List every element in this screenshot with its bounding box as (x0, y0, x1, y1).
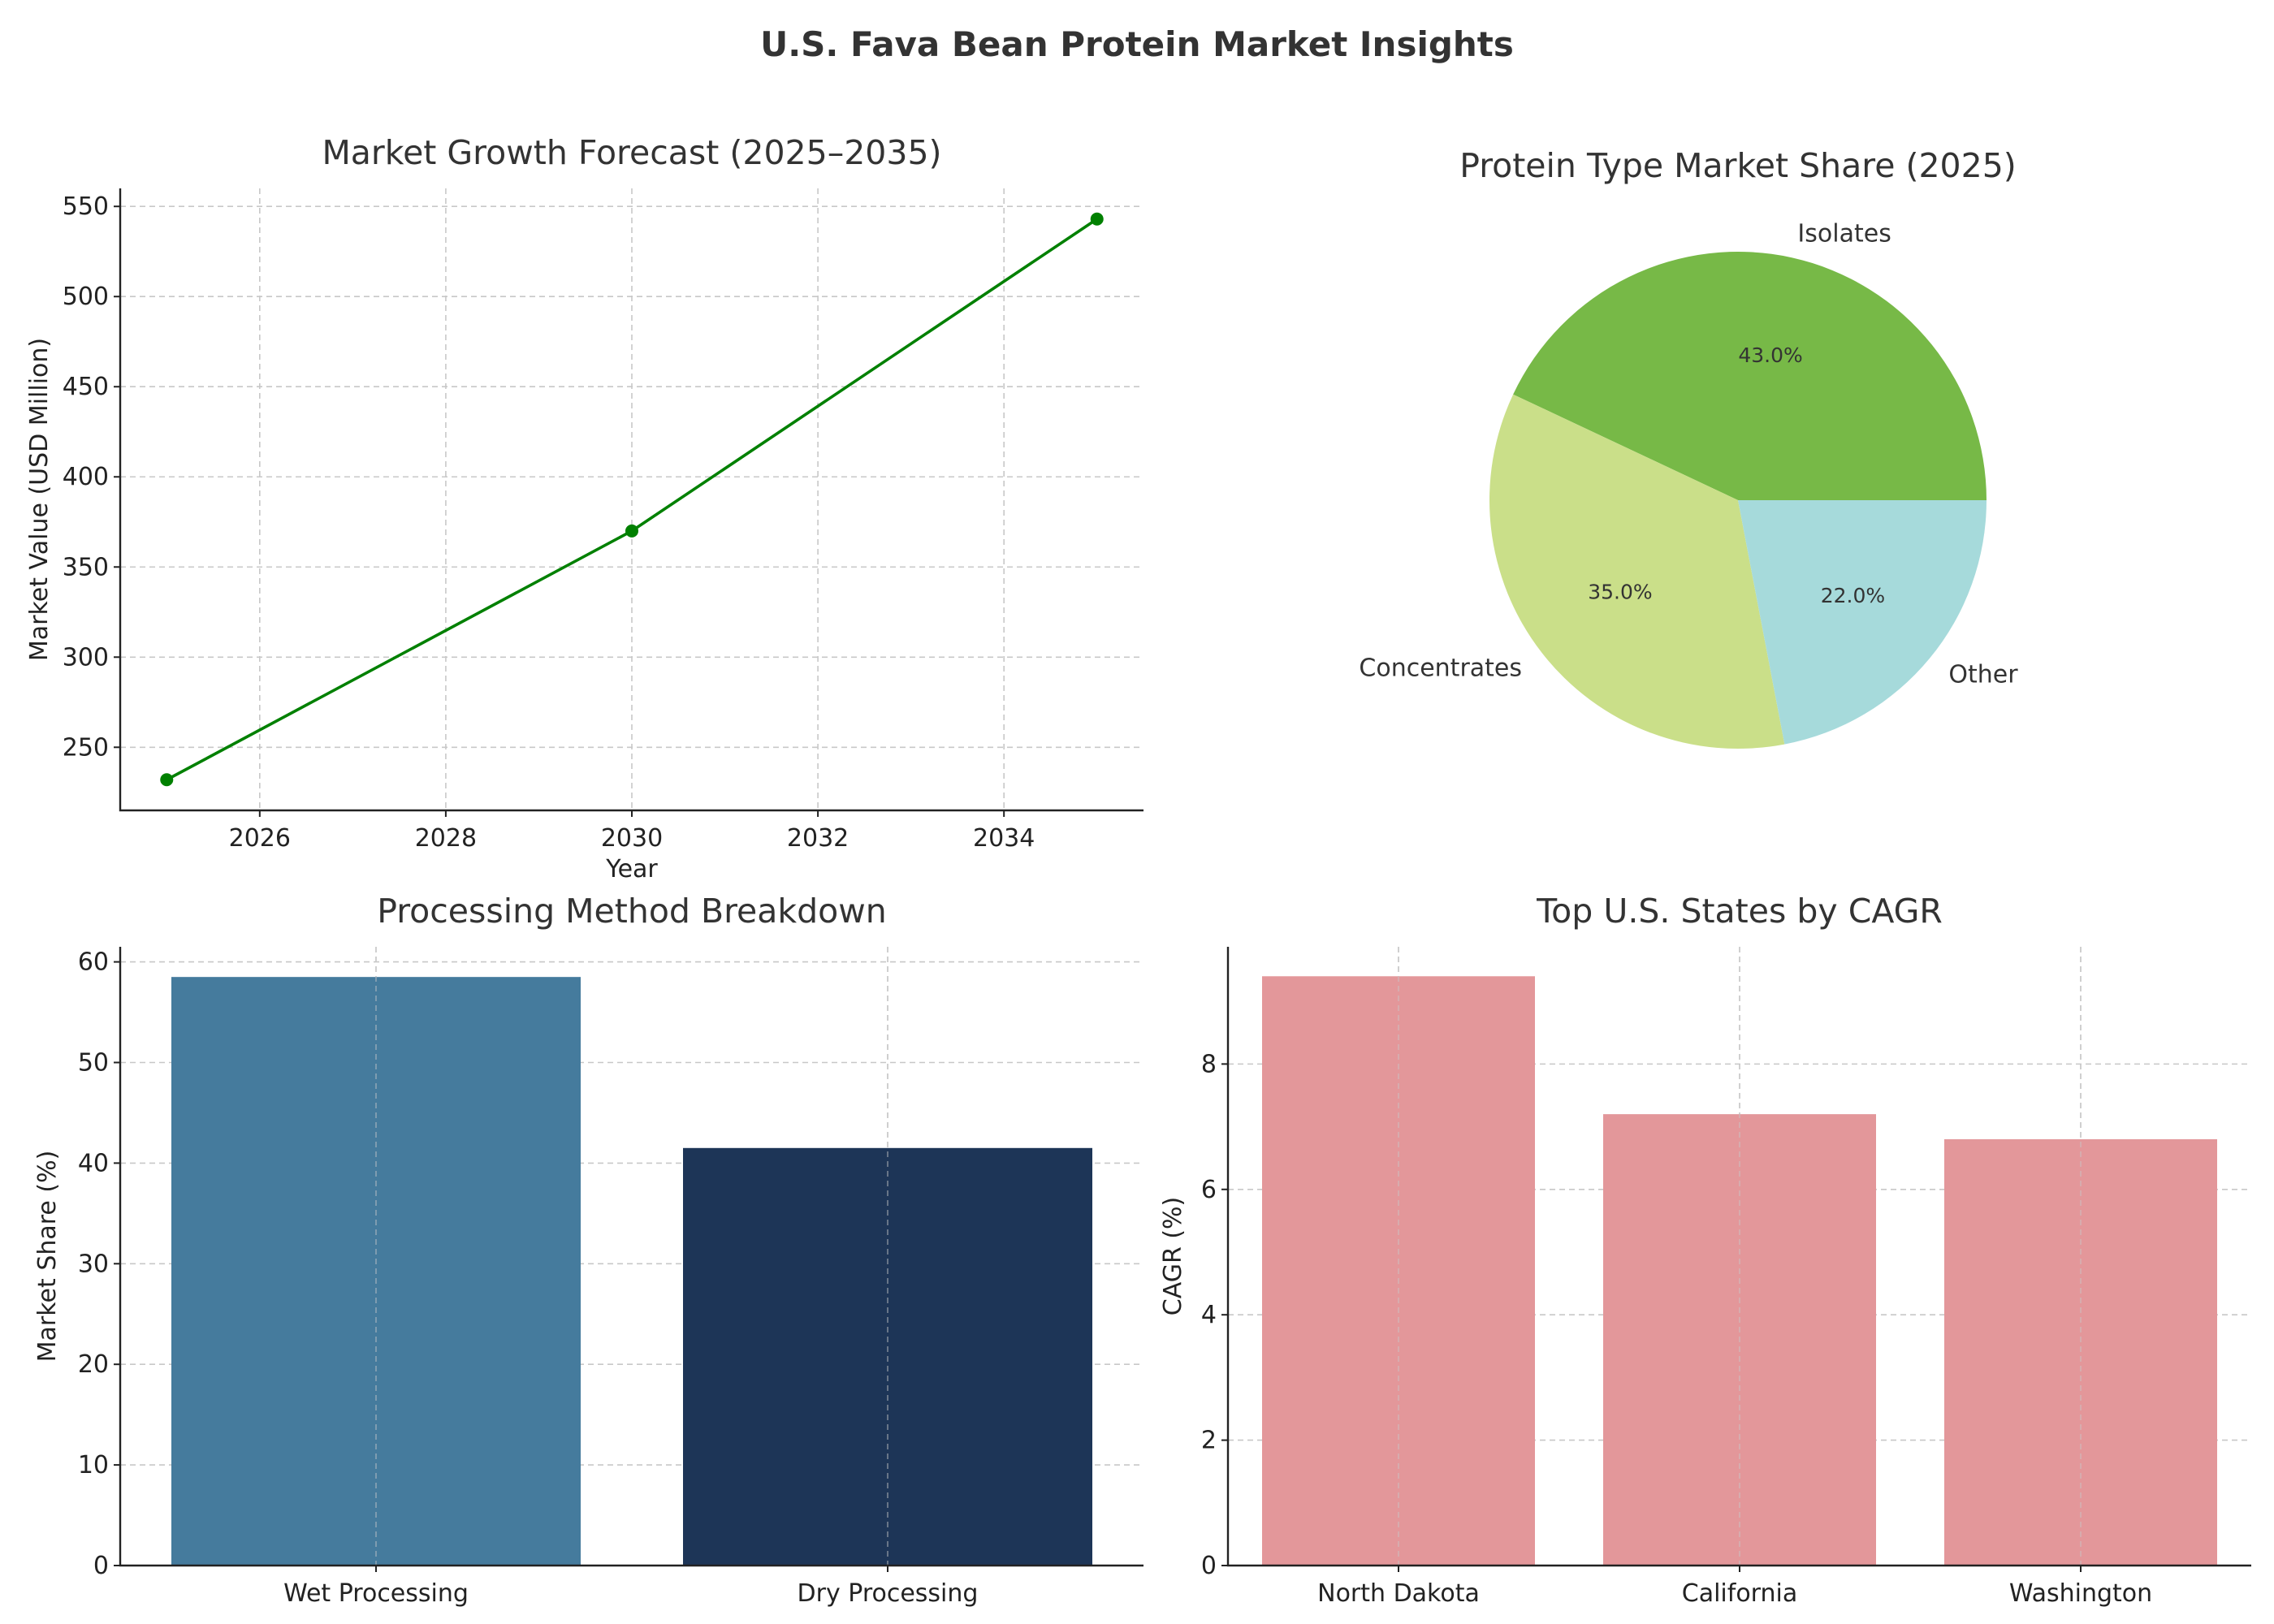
x-tick-label: 2030 (601, 824, 663, 853)
slice-percent-label: 35.0% (1588, 581, 1652, 604)
pie-slice (1489, 394, 1785, 749)
panel-title: Market Growth Forecast (2025–2035) (322, 133, 941, 172)
panel-title: Processing Method Breakdown (377, 892, 887, 931)
y-tick-label: 4 (1201, 1301, 1217, 1329)
y-tick-label: 350 (63, 553, 109, 581)
y-tick-label: 400 (63, 463, 109, 491)
state-cagr-bar-chart: 0 2 4 6 8 North Dakota California Washington Top… (1159, 892, 2251, 1608)
slice-percent-label: 22.0% (1821, 584, 1885, 607)
y-tick-label: 450 (63, 373, 109, 401)
pie-slice (1513, 252, 1987, 500)
axis-spines (119, 188, 1143, 812)
axis-spines (119, 947, 1143, 1567)
figure-title: U.S. Fava Bean Protein Market Insights (760, 24, 1514, 64)
data-point (1090, 212, 1104, 226)
y-tick-label: 10 (78, 1451, 109, 1479)
axis-spines (1226, 947, 2251, 1567)
x-tick-label: 2032 (787, 824, 849, 853)
protein-type-pie-chart: Protein Type Market Share (2025) Isolates… (1359, 146, 2018, 749)
y-tick-label: 0 (93, 1552, 109, 1580)
y-tick-label: 500 (63, 283, 109, 311)
x-tick-label: 2028 (415, 824, 477, 853)
panel-title: Protein Type Market Share (2025) (1459, 146, 2017, 185)
y-axis-label: Market Share (%) (33, 1151, 62, 1363)
y-axis-label: Market Value (USD Million) (25, 338, 54, 661)
y-tick-label: 300 (63, 643, 109, 672)
y-tick-label: 6 (1201, 1176, 1217, 1204)
data-point (160, 773, 174, 787)
slice-label: Other (1948, 661, 2018, 689)
y-tick-label: 2 (1201, 1427, 1217, 1455)
y-tick-label: 20 (78, 1350, 109, 1379)
y-tick-label: 0 (1201, 1552, 1217, 1580)
y-tick-label: 8 (1201, 1050, 1217, 1078)
y-tick-label: 250 (63, 733, 109, 762)
slice-percent-label: 43.0% (1738, 343, 1802, 367)
y-tick-label: 550 (63, 192, 109, 221)
pie-slice (1738, 500, 1987, 745)
slice-label: Concentrates (1359, 654, 1522, 682)
x-tick-label: 2026 (229, 824, 291, 853)
x-tick-label: Dry Processing (798, 1579, 979, 1608)
y-axis-label: CAGR (%) (1159, 1197, 1187, 1315)
processing-method-bar-chart: 0 10 20 30 40 50 60 Wet Processing Dry Processin… (33, 892, 1143, 1608)
y-tick-label: 40 (78, 1149, 109, 1177)
x-tick-label: 2034 (973, 824, 1035, 853)
x-tick-label: Washington (2009, 1579, 2152, 1608)
data-point (625, 524, 638, 538)
y-tick-label: 30 (78, 1250, 109, 1278)
market-growth-line-chart: 2026 2028 2030 2032 2034 250 300 350 400 450 500 55… (25, 133, 1143, 883)
slice-label: Isolates (1797, 220, 1891, 248)
y-tick-label: 50 (78, 1048, 109, 1077)
y-tick-label: 60 (78, 948, 109, 977)
x-axis-label: Year (605, 855, 658, 883)
x-tick-label: Wet Processing (283, 1579, 469, 1608)
x-tick-label: California (1682, 1579, 1797, 1608)
x-tick-label: North Dakota (1317, 1579, 1480, 1608)
panel-title: Top U.S. States by CAGR (1536, 892, 1943, 931)
